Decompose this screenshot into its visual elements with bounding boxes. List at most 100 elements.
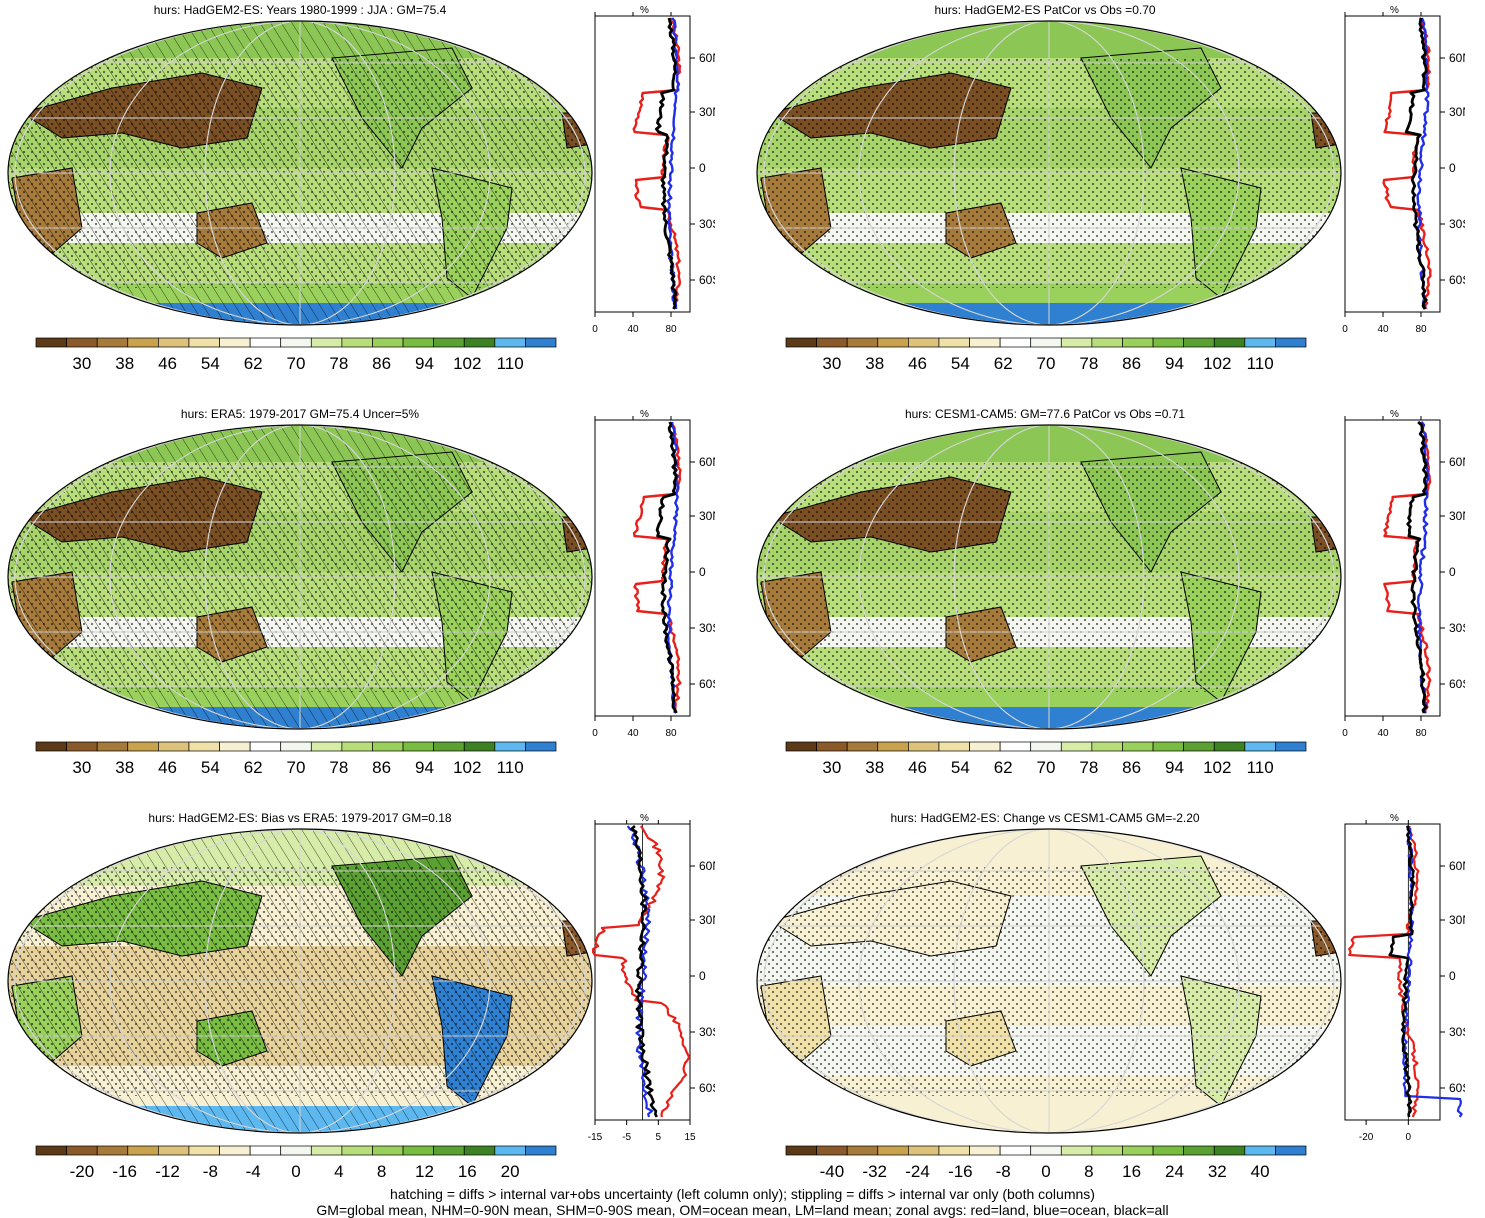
profile-frame	[594, 15, 691, 313]
panel-hadgem2-patcor: hurs: HadGEM2-ES PatCor vs Obs =0.70 % 60…	[745, 0, 1485, 395]
profile-curve	[1348, 825, 1420, 1118]
colorbar-swatch	[35, 1145, 67, 1156]
colorbar-tick-label: 102	[1203, 758, 1231, 777]
map-title: hurs: HadGEM2-ES: Change vs CESM1-CAM5 G…	[890, 811, 1200, 825]
profile-x-label: 15	[684, 1132, 696, 1143]
colorbar-swatch	[280, 337, 312, 348]
profile-lat-label: 0	[1449, 161, 1456, 175]
map-outline	[7, 424, 593, 730]
colorbar-tick-label: 54	[951, 354, 970, 373]
colorbar-tick-label: 102	[453, 354, 481, 373]
profile-lat-label: 30S	[1449, 217, 1465, 231]
colorbar-swatch	[188, 337, 220, 348]
profile-x-label: 40	[627, 324, 639, 335]
profile-unit-label: %	[640, 409, 649, 420]
colorbar-swatch	[525, 337, 557, 348]
colorbar-swatch	[494, 337, 526, 348]
colorbar-tick-label: 54	[951, 758, 970, 777]
profile-x-label: 5	[656, 1132, 662, 1143]
colorbar-tick-label: 86	[1122, 758, 1141, 777]
colorbar-swatch	[127, 337, 159, 348]
world-map	[7, 424, 593, 730]
profile-unit-label: %	[1390, 409, 1399, 420]
colorbar-tick-label: 86	[1122, 354, 1141, 373]
colorbar-swatch	[785, 337, 817, 348]
profile-lat-label: 30N	[1449, 509, 1465, 523]
colorbar-swatch	[1091, 337, 1123, 348]
profile-x-label: 80	[1415, 324, 1427, 335]
colorbar-tick-label: -16	[112, 1162, 137, 1181]
colorbar-swatch	[310, 1145, 343, 1156]
colorbar-tick-label: 8	[1084, 1162, 1093, 1181]
map-title: hurs: HadGEM2-ES: Years 1980-1999 : JJA …	[153, 3, 447, 17]
colorbar-tick-label: 46	[158, 758, 177, 777]
profile-lat-label: 60N	[1449, 455, 1465, 469]
profile-lat-label: 60S	[699, 677, 715, 691]
colorbar-swatch	[846, 741, 879, 752]
profile-lat-label: 30S	[1449, 621, 1465, 635]
colorbar-swatch	[525, 741, 557, 752]
colorbar: 30 38 46 54 62 70 78 86 94 102 110	[35, 337, 557, 373]
colorbar-tick-label: 62	[244, 758, 263, 777]
graticule-meridian	[953, 425, 1145, 729]
colorbar: 30 38 46 54 62 70 78 86 94 102 110	[785, 741, 1307, 777]
zonal-mean-profile: % 60N 30N 0 30S 60S -20 0	[1344, 813, 1465, 1143]
profile-lat-label: 30N	[1449, 913, 1465, 927]
colorbar-swatch	[494, 741, 526, 752]
profile-lat-label: 30S	[1449, 1025, 1465, 1039]
profile-curve	[1388, 825, 1416, 1118]
profile-curve	[630, 825, 658, 1118]
colorbar-tick-label: 102	[453, 758, 481, 777]
profile-lat-label: 0	[1449, 565, 1456, 579]
profile-x-label: 0	[592, 324, 598, 335]
colorbar: -40 -32 -24 -16 -8 0 8 16 24 32 40	[785, 1145, 1307, 1181]
colorbar-tick-label: 102	[1203, 354, 1231, 373]
colorbar-tick-label: 110	[497, 758, 524, 777]
colorbar-swatch	[1244, 337, 1276, 348]
colorbar-tick-label: 38	[865, 758, 884, 777]
profile-lat-label: 60S	[1449, 1081, 1465, 1095]
colorbar-swatch	[1060, 741, 1093, 752]
colorbar-tick-label: 78	[329, 758, 348, 777]
profile-unit-label: %	[1390, 5, 1399, 16]
profile-x-label: 0	[1342, 728, 1348, 739]
panel-change-vs-cesm1: hurs: HadGEM2-ES: Change vs CESM1-CAM5 G…	[745, 808, 1485, 1188]
colorbar-swatch	[1183, 741, 1215, 752]
graticule-meridian	[763, 21, 1335, 325]
graticule-meridian	[109, 829, 491, 1133]
profile-lat-label: 60N	[1449, 51, 1465, 65]
colorbar-swatch	[846, 337, 879, 348]
profile-x-label: 80	[1415, 728, 1427, 739]
colorbar-swatch	[280, 741, 312, 752]
map-outline	[756, 424, 1342, 730]
profile-x-label: 0	[1342, 324, 1348, 335]
colorbar-tick-label: 30	[72, 758, 91, 777]
colorbar-swatch	[249, 1145, 282, 1156]
profile-lat-label: 60N	[699, 859, 715, 873]
colorbar-swatch	[1275, 1145, 1307, 1156]
graticule-meridian	[204, 21, 396, 325]
profile-lat-label: 60S	[699, 273, 715, 287]
colorbar-tick-label: 110	[1247, 354, 1274, 373]
colorbar-swatch	[1152, 1145, 1184, 1156]
graticule-meridian	[204, 425, 396, 729]
colorbar-swatch	[999, 741, 1032, 752]
map-outline	[7, 20, 593, 326]
colorbar-swatch	[969, 1145, 1001, 1156]
colorbar-tick-label: 46	[908, 758, 927, 777]
colorbar-swatch	[877, 1145, 909, 1156]
colorbar-swatch	[1213, 741, 1246, 752]
profile-frame	[1344, 419, 1441, 717]
colorbar-tick-label: 110	[1247, 758, 1274, 777]
zonal-mean-profile: % 60N 30N 0 30S 60S 0 40 80	[592, 409, 715, 739]
graticule-meridian	[14, 425, 586, 729]
colorbar-swatch	[908, 741, 940, 752]
colorbar-swatch	[402, 1145, 434, 1156]
profile-x-label: -5	[622, 1132, 631, 1143]
profile-x-label: -15	[588, 1132, 603, 1143]
colorbar-swatch	[433, 741, 465, 752]
panel-era5-climatology: hurs: ERA5: 1979-2017 GM=75.4 Uncer=5% %…	[0, 404, 740, 799]
graticule-meridian	[763, 829, 1335, 1133]
colorbar-swatch	[908, 1145, 940, 1156]
profile-frame	[594, 419, 691, 717]
